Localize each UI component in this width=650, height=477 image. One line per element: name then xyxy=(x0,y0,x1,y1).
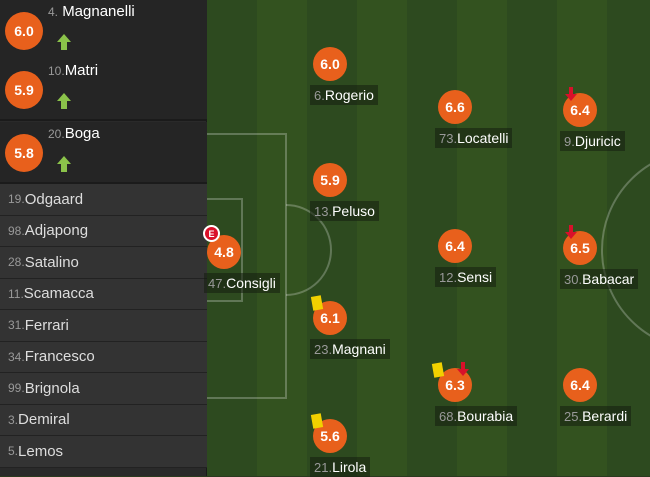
substitute-row[interactable]: 6.0 4. Magnanelli xyxy=(0,0,207,62)
player-label: 47.Consigli xyxy=(204,273,280,293)
bench-player-row[interactable]: 5. Lemos xyxy=(0,436,207,468)
bench-player-row[interactable]: 98. Adjapong xyxy=(0,215,207,247)
player-number: 3. xyxy=(8,412,19,427)
player-number: 23. xyxy=(314,342,333,357)
player-name: Bourabia xyxy=(457,408,514,424)
error-badge-icon: E xyxy=(203,225,220,242)
player-label: 30.Babacar xyxy=(560,269,639,289)
player-number: 11. xyxy=(8,286,24,301)
player-name: Peluso xyxy=(332,203,375,219)
rating-badge: 5.9 xyxy=(313,163,347,197)
player-name: Lemos xyxy=(18,442,64,460)
bench-player-row[interactable]: 34. Francesco xyxy=(0,341,207,373)
player-name: Magnanelli xyxy=(62,3,135,20)
player-name: Magnani xyxy=(332,341,386,357)
rating-badge: 6.6 xyxy=(438,90,472,124)
player-number: 25. xyxy=(564,409,583,424)
player-label: 23.Magnani xyxy=(310,339,390,359)
player-name: Babacar xyxy=(582,271,635,287)
substitute-row[interactable]: 5.8 20.Boga xyxy=(0,122,207,184)
substitutes-panel: 6.0 4. Magnanelli 5.9 10.Matri 5.8 20.Bo… xyxy=(0,0,207,476)
player-number: 5. xyxy=(8,444,19,459)
bench-player-row[interactable]: 3. Demiral xyxy=(0,404,207,436)
player-name: Djuricic xyxy=(574,133,621,149)
player-name: Rogerio xyxy=(324,87,374,103)
player-name: Sensi xyxy=(457,269,493,285)
arrow-up-icon xyxy=(57,34,71,50)
player-name: Boga xyxy=(64,125,100,142)
player-number: 20. xyxy=(48,127,65,141)
player-number: 98. xyxy=(8,223,25,238)
player-number: 9. xyxy=(564,134,575,149)
player-name: Matri xyxy=(64,62,99,79)
player-number: 31. xyxy=(8,318,25,333)
bench-player-row[interactable]: 28. Satalino xyxy=(0,247,207,279)
player-name: Adjapong xyxy=(24,222,89,240)
player-label: 9.Djuricic xyxy=(560,131,625,151)
bench-player-row[interactable]: 19. Odgaard xyxy=(0,184,207,216)
player-label: 6.Rogerio xyxy=(310,85,378,105)
arrow-down-icon xyxy=(457,362,469,376)
player-name: Ferrari xyxy=(24,316,69,334)
substitute-row[interactable]: 5.9 10.Matri xyxy=(0,59,207,121)
arrow-down-icon xyxy=(565,225,577,239)
player-number: 19. xyxy=(8,192,25,207)
bench-player-row[interactable]: 11. Scamacca xyxy=(0,278,207,310)
player-number: 12. xyxy=(439,270,458,285)
player-name: Lirola xyxy=(332,459,367,475)
player-number: 34. xyxy=(8,349,25,364)
player-name: Brignola xyxy=(24,379,80,397)
pitch: 6.0 6.Rogerio 6.6 73.Locatelli 6.4 9.Djuricic… xyxy=(203,0,650,477)
player-label: 13.Peluso xyxy=(310,201,379,221)
rating-badge: 5.9 xyxy=(5,71,43,109)
player-number: 28. xyxy=(8,255,25,270)
player-number: 73. xyxy=(439,131,458,146)
player-name: Consigli xyxy=(226,275,276,291)
player-name: Demiral xyxy=(18,411,70,429)
player-name: Berardi xyxy=(582,408,628,424)
player-number: 47. xyxy=(208,276,227,291)
player-number: 30. xyxy=(564,272,583,287)
rating-badge: 6.5 xyxy=(563,231,597,265)
player-number: 21. xyxy=(314,460,333,475)
arrow-up-icon xyxy=(57,93,71,109)
player-label: 25.Berardi xyxy=(560,406,632,426)
rating-badge: 6.0 xyxy=(5,12,43,50)
rating-badge: 6.0 xyxy=(313,47,347,81)
player-name: Locatelli xyxy=(457,130,509,146)
rating-badge: 5.6 xyxy=(313,419,347,453)
player-label: 21.Lirola xyxy=(310,457,371,477)
rating-badge: 5.8 xyxy=(5,134,43,172)
arrow-up-icon xyxy=(57,156,71,172)
rating-badge: 6.4 xyxy=(438,229,472,263)
rating-badge: 6.4 xyxy=(563,368,597,402)
player-name: Odgaard xyxy=(24,190,84,208)
player-number: 99. xyxy=(8,381,25,396)
player-number: 10. xyxy=(48,64,65,78)
player-number: 13. xyxy=(314,204,333,219)
player-number: 68. xyxy=(439,409,458,424)
player-label: 73.Locatelli xyxy=(435,128,513,148)
rating-badge: 6.4 xyxy=(563,93,597,127)
player-name: Satalino xyxy=(24,253,79,271)
player-label: 12.Sensi xyxy=(435,267,497,287)
rating-badge: 6.1 xyxy=(313,301,347,335)
bench-player-row[interactable]: 99. Brignola xyxy=(0,373,207,405)
player-name: Francesco xyxy=(24,348,95,366)
player-label: 68.Bourabia xyxy=(435,406,518,426)
arrow-down-icon xyxy=(565,87,577,101)
player-name: Scamacca xyxy=(23,285,94,303)
player-number: 4. xyxy=(48,5,59,19)
pitch-lines xyxy=(207,133,650,399)
player-number: 6. xyxy=(314,88,325,103)
bench-player-row[interactable]: 31. Ferrari xyxy=(0,310,207,342)
